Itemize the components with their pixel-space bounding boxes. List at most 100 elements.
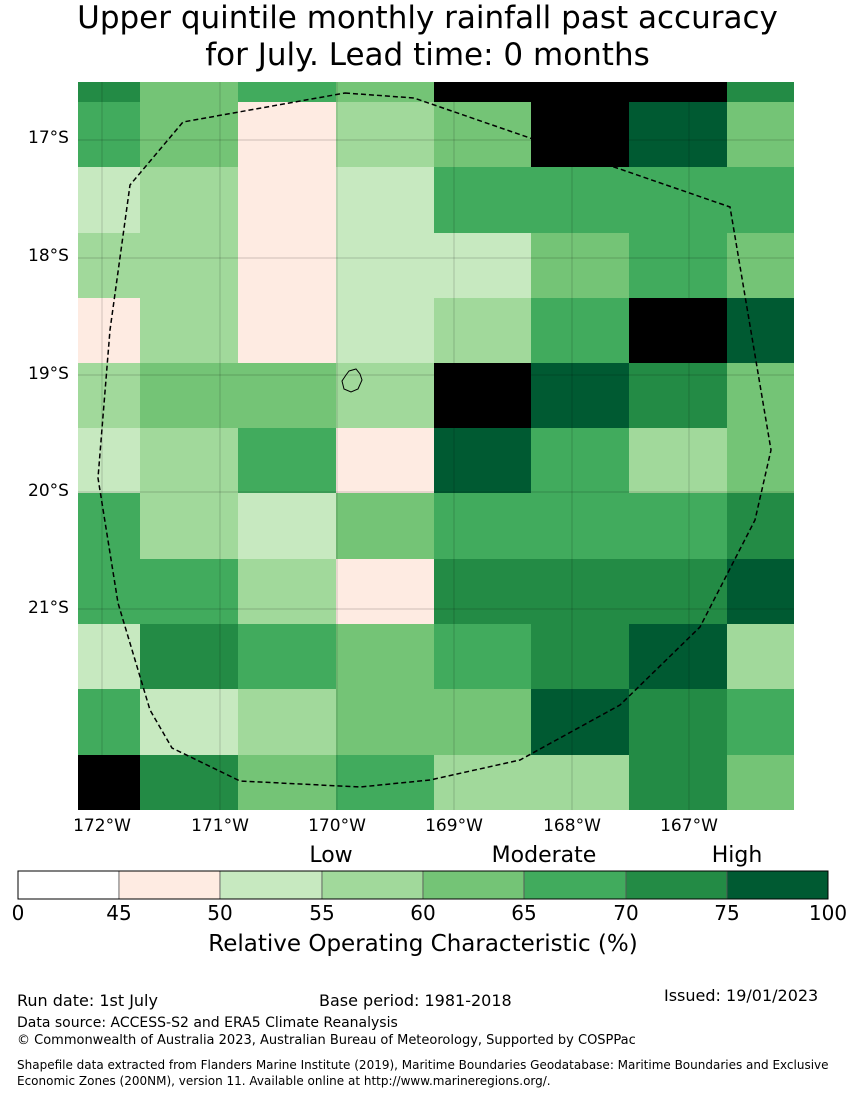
grid-cell [531, 493, 629, 559]
eez-boundary [97, 92, 772, 788]
grid-cell [336, 363, 434, 428]
grid-cell [629, 363, 727, 428]
grid-cell [629, 689, 727, 755]
title-line-1: Upper quintile monthly rainfall past acc… [77, 0, 778, 36]
lon-label-172w: 172°W [73, 816, 131, 836]
title-line-2: for July. Lead time: 0 months [205, 37, 650, 73]
shapefile-credit: Shapefile data extracted from Flanders M… [17, 1058, 829, 1088]
grid-cell [336, 559, 434, 624]
grid-cell [727, 689, 794, 755]
grid-cell [531, 559, 629, 624]
grid-cell [434, 689, 531, 755]
grid-cell [238, 689, 336, 755]
map-title: Upper quintile monthly rainfall past acc… [0, 0, 855, 74]
lon-label-167w: 167°W [660, 816, 718, 836]
lat-label-21s: 21°S [28, 598, 69, 618]
grid-cell [140, 298, 238, 363]
run-date: Run date: 1st July [17, 991, 158, 1010]
grid-cell [78, 689, 140, 755]
grid-cell [727, 624, 794, 689]
grid-cell [78, 624, 140, 689]
colorbar-tick: 45 [106, 901, 132, 925]
legend-category-high: High [711, 843, 763, 868]
colorbar-label: Relative Operating Characteristic (%) [208, 931, 638, 957]
grid-cell [140, 428, 238, 493]
grid-cell [78, 82, 140, 102]
grid-cell [238, 82, 336, 102]
grid-cell [629, 298, 727, 363]
grid-cell [336, 689, 434, 755]
grid-cell [238, 298, 336, 363]
island-outline [341, 368, 363, 393]
grid-cell [78, 559, 140, 624]
grid-cell [531, 102, 629, 167]
grid-cell [629, 755, 727, 810]
grid-cell [434, 102, 531, 167]
grid-cell [434, 363, 531, 428]
grid-cell [78, 298, 140, 363]
grid-cell [531, 689, 629, 755]
grid-cell [531, 363, 629, 428]
grid-cell [238, 167, 336, 233]
grid-cell [238, 363, 336, 428]
colorbar-tick: 100 [808, 901, 848, 925]
colorbar-tick: 60 [410, 901, 436, 925]
grid-cell [238, 233, 336, 298]
grid-cell [78, 102, 140, 167]
grid-cell [336, 755, 434, 810]
lat-label-20s: 20°S [28, 481, 69, 501]
legend-category-low: Low [309, 843, 353, 868]
colorbar-tick: 55 [309, 901, 335, 925]
copyright: © Commonwealth of Australia 2023, Austra… [17, 1033, 636, 1048]
grid-cell [238, 559, 336, 624]
grid-cell [336, 298, 434, 363]
roc-grid-cells [78, 82, 794, 810]
grid-cell [531, 233, 629, 298]
grid-cell [78, 167, 140, 233]
grid-cell [629, 428, 727, 493]
legend-category-moderate: Moderate [491, 843, 597, 868]
grid-cell [434, 82, 531, 102]
grid-cell [531, 428, 629, 493]
grid-cell [629, 102, 727, 167]
grid-cell [727, 755, 794, 810]
grid-cell [727, 559, 794, 624]
grid-cell [78, 363, 140, 428]
lat-label-17s: 17°S [28, 128, 69, 148]
grid-cell [140, 102, 238, 167]
grid-cell [336, 167, 434, 233]
grid-cell [434, 559, 531, 624]
grid-cell [140, 167, 238, 233]
grid-cell [78, 493, 140, 559]
grid-cell [727, 233, 794, 298]
issued-date: Issued: 19/01/2023 [664, 986, 819, 1005]
grid-cell [434, 298, 531, 363]
grid-cell [531, 624, 629, 689]
grid-cell [531, 167, 629, 233]
lat-label-18s: 18°S [28, 246, 69, 266]
grid-cell [434, 755, 531, 810]
grid-cell [140, 624, 238, 689]
colorbar-tick: 0 [11, 901, 25, 925]
colorbar-frame [17, 870, 829, 900]
grid-cell [140, 363, 238, 428]
colorbar-tick: 70 [613, 901, 639, 925]
grid-cell [238, 102, 336, 167]
lat-label-19s: 19°S [28, 364, 69, 384]
grid-cell [238, 624, 336, 689]
colorbar-tick: 75 [714, 901, 740, 925]
grid-cell [434, 624, 531, 689]
grid-cell [336, 428, 434, 493]
graticule [78, 82, 794, 810]
lon-label-171w: 171°W [191, 816, 249, 836]
colorbar-box [422, 870, 525, 900]
grid-cell [629, 233, 727, 298]
lon-label-168w: 168°W [543, 816, 601, 836]
grid-cell [531, 82, 629, 102]
grid-cell [238, 493, 336, 559]
grid-cell [78, 755, 140, 810]
grid-cell [140, 493, 238, 559]
grid-cell [238, 755, 336, 810]
